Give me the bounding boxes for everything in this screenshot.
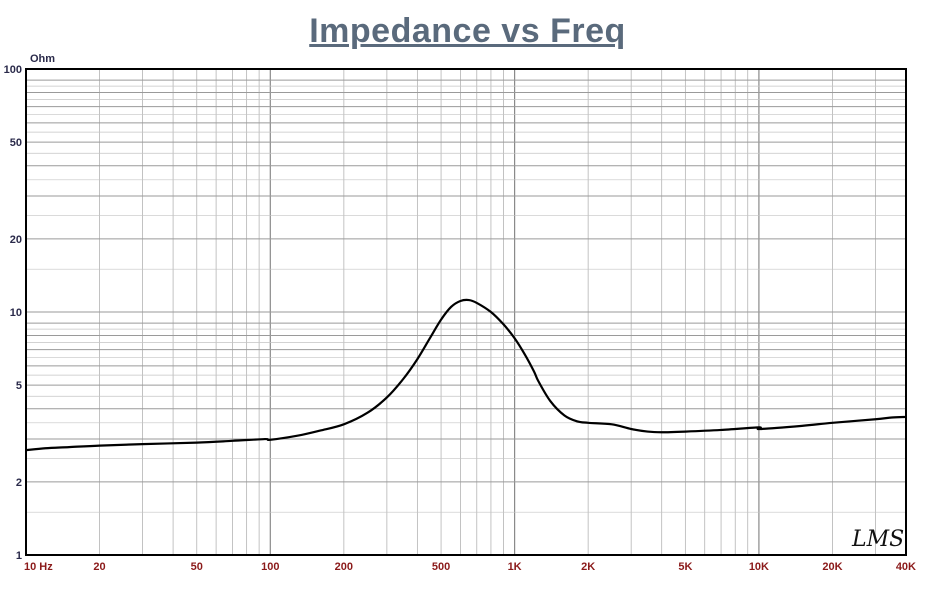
x-tick-label-5: 500 xyxy=(432,561,450,573)
x-tick-label-0: 10 Hz xyxy=(24,561,53,573)
y-tick-label-3: 10 xyxy=(10,307,22,319)
x-tick-label-7: 2K xyxy=(581,561,595,573)
x-tick-label-10: 20K xyxy=(822,561,842,573)
impedance-curve-0 xyxy=(25,298,907,452)
y-tick-label-4: 5 xyxy=(16,380,22,392)
x-tick-label-11: 40K xyxy=(896,561,916,573)
plot-frame xyxy=(25,68,907,556)
y-tick-label-1: 50 xyxy=(10,137,22,149)
y-tick-label-5: 2 xyxy=(16,477,22,489)
x-tick-label-1: 20 xyxy=(93,561,105,573)
x-tick-label-3: 100 xyxy=(261,561,279,573)
y-tick-label-2: 20 xyxy=(10,234,22,246)
chart-title: Impedance vs Freq xyxy=(309,12,626,50)
y-tick-label-6: 1 xyxy=(16,550,22,562)
x-tick-label-8: 5K xyxy=(678,561,692,573)
x-tick-labels: 10 Hz 20 50 100 200 500 1K 2K 5K 10K 20K 40K xyxy=(24,561,916,573)
y-unit-label: Ohm xyxy=(30,53,55,65)
y-tick-labels: 100 50 20 10 5 2 1 xyxy=(4,64,22,562)
logo-watermark: LMS xyxy=(851,527,904,552)
curve-layer xyxy=(25,298,907,452)
grid-layer xyxy=(26,69,906,555)
y-tick-label-0: 100 xyxy=(4,64,22,76)
x-tick-label-2: 50 xyxy=(191,561,203,573)
x-tick-label-6: 1K xyxy=(508,561,522,573)
x-tick-label-4: 200 xyxy=(335,561,353,573)
x-tick-label-9: 10K xyxy=(749,561,769,573)
